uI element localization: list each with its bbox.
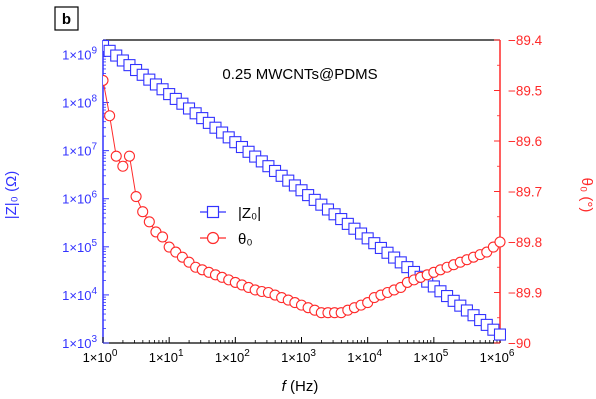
series-phase [103,74,506,319]
left-tick-label: 1×109 [62,45,97,62]
x-axis-title: f (Hz) [282,378,319,395]
right-tick-label: −89.7 [508,185,542,200]
right-tick-label: −90 [508,336,531,351]
chart-title: 0.25 MWCNTs@PDMS [222,66,377,83]
legend-item-impedance: |Z₀| [200,205,261,222]
phase-point [156,231,169,243]
series-impedance [103,39,506,341]
left-y-axis-ticks: 1×103 1×104 1×105 1×106 1×107 1×108 1×109 [62,39,109,351]
left-tick-label: 1×105 [62,238,97,255]
phase-point [130,191,142,203]
legend: |Z₀| θ₀ [200,205,261,248]
right-tick-label: −89.6 [508,134,542,149]
panel-label-box: b [54,6,79,31]
x-tick-label: 1×101 [149,348,184,365]
x-axis-title-unit: (Hz) [286,378,319,395]
left-tick-label: 1×104 [62,286,97,303]
x-tick-label: 1×105 [413,348,448,365]
left-y-axis-title: |Z|₀ (Ω) [3,171,20,220]
x-axis-ticks: 1×100 1×101 1×102 1×103 1×104 1×105 1×106 [83,337,515,365]
right-tick-label: −89.4 [508,33,543,48]
x-tick-label: 1×103 [281,348,316,365]
panel-label: b [62,11,71,28]
x-tick-label: 1×104 [347,348,382,365]
phase-point [117,160,129,172]
phase-line [103,80,501,314]
right-y-axis-ticks: −89.4 −89.5 −89.6 −89.7 −89.8 −89.9 −90 [494,33,543,351]
left-tick-label: 1×107 [62,142,97,159]
phase-point [103,74,109,86]
legend-item-phase: θ₀ [200,231,253,248]
phase-point [110,150,122,162]
impedance-point [493,328,506,341]
phase-point [104,110,116,122]
series-layer [103,39,506,341]
left-tick-label: 1×103 [62,334,97,351]
x-tick-label: 1×106 [480,348,515,365]
x-tick-label: 1×100 [83,348,118,365]
right-y-axis-title: θ₀ (°) [578,178,595,213]
x-axis-title-symbol: f [282,378,288,395]
phase-point [123,150,136,162]
left-tick-label: 1×108 [62,94,97,111]
x-tick-label: 1×102 [215,348,250,365]
phase-point [137,206,149,218]
phase-point [143,216,155,228]
right-tick-label: −89.5 [508,84,542,99]
legend-label-impedance: |Z₀| [238,205,261,222]
right-tick-label: −89.8 [508,235,542,250]
right-tick-label: −89.9 [508,286,542,301]
legend-label-phase: θ₀ [238,231,253,248]
phase-point [494,236,506,248]
left-tick-label: 1×106 [62,190,97,207]
